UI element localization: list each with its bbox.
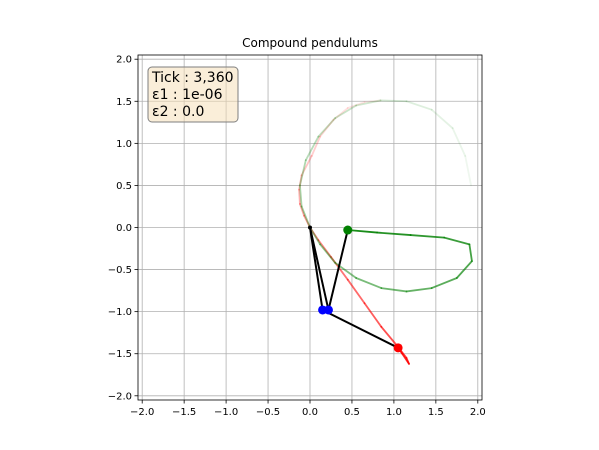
joint-bob-2 [323,305,333,315]
x-tick-label: −2.0 [130,407,154,418]
trail-segment-1 [401,352,410,365]
trail-segment-2 [468,243,473,263]
y-tick-label: 1.0 [116,139,132,150]
bobs [308,225,403,353]
trail-segment-2 [355,277,383,289]
trail-segment-1 [346,278,366,305]
y-tick-label: 0.0 [116,223,132,234]
x-tick-label: 0.5 [344,407,360,418]
trail-segment-2 [355,99,382,107]
trail-segment-2 [309,226,321,246]
trail-segment-2 [380,287,408,293]
y-tick-label: −2.0 [108,391,132,402]
trail-segment-1 [303,214,311,229]
info-tick-label: Tick : 3,360 [151,70,234,86]
x-tick-label: 1.0 [386,407,402,418]
trail-segment-2 [405,100,433,111]
trail-segment-2 [319,243,337,264]
trail-segment-2 [379,99,408,103]
x-tick-label: 0.0 [302,407,318,418]
ticks: −2.0 −1.5 −1.0 −0.5 0.0 0.5 1.0 1.5 2.0 −2.0 −1.5 −… [108,55,486,418]
x-tick-label: −1.5 [172,407,196,418]
trail-segment-1 [363,302,383,328]
trail-segment-2 [300,205,311,229]
y-tick-label: 0.5 [116,181,132,192]
end-bob-1 [393,343,403,353]
trail-segment-1 [332,107,349,121]
trail-segment-2 [346,229,379,234]
trail-segment-1 [310,135,321,157]
trail-segment-2 [451,127,467,157]
info-epsilon2-label: ε2 : 0.0 [152,104,204,120]
trail-segment-1 [346,101,366,109]
info-epsilon1-label: ε1 : 1e-06 [152,87,223,103]
trail-segment-2 [409,234,446,239]
trail-segment-2 [299,184,303,208]
x-tick-label: −0.5 [256,407,280,418]
trails [298,99,473,365]
trail-segment-2 [299,159,307,187]
x-tick-label: −1.0 [214,407,238,418]
trail-segment-1 [380,325,399,348]
end-bob-2 [343,225,353,235]
trail-segment-1 [298,188,301,205]
x-tick-label: 2.0 [470,407,486,418]
chart-title: Compound pendulums [242,36,378,50]
y-tick-label: −0.5 [108,265,132,276]
trail-segment-2 [455,260,473,279]
trail-segment-2 [464,155,472,187]
trail-segment-2 [430,108,454,130]
info-box-background [147,66,239,123]
trail-segment-1 [300,155,313,177]
trail-segment-1 [298,174,303,191]
trail-segment-2 [430,277,458,289]
trail-segment-2 [405,287,433,293]
trail-segment-2 [443,236,471,246]
trail-segment-1 [299,203,306,217]
trail-segment-2 [317,117,337,138]
trail-segment-2 [334,104,358,120]
trail-segment-2 [304,135,320,162]
info-box: Tick : 3,360 ε1 : 1e-06 ε2 : 0.0 [147,66,239,123]
y-tick-label: 1.5 [116,97,132,108]
trail-segment-1 [363,99,382,104]
y-tick-label: −1.0 [108,307,132,318]
pivot-point [308,225,312,230]
trail-segment-2 [376,231,412,236]
x-tick-label: 1.5 [428,407,444,418]
trail-segment-1 [319,118,335,138]
y-tick-label: 2.0 [116,55,132,66]
y-tick-label: −1.5 [108,349,132,360]
trail-segment-1 [317,239,332,258]
